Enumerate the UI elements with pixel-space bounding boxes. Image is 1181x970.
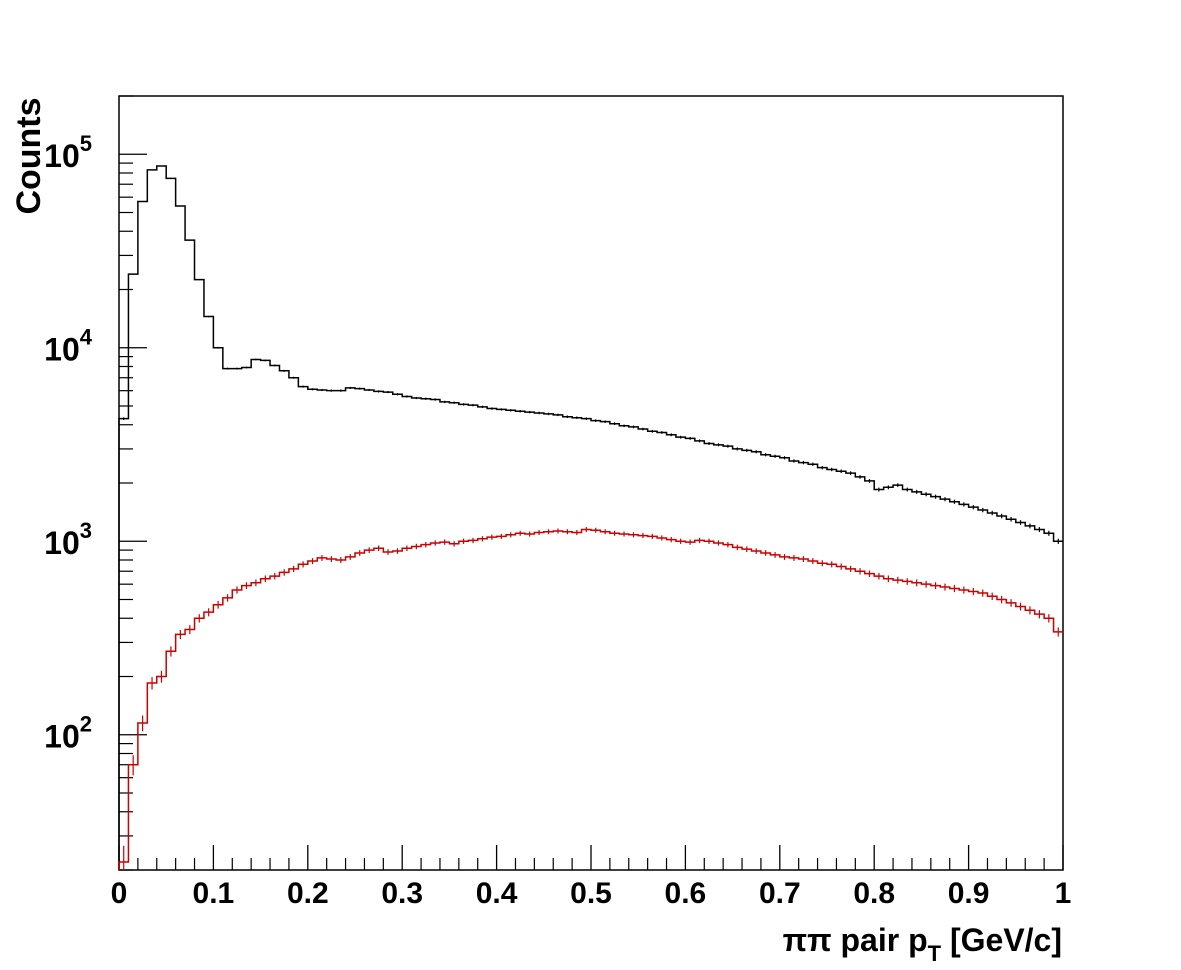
x-tick-label: 0.8 — [853, 877, 895, 910]
x-tick-label: 1 — [1055, 877, 1072, 910]
x-tick-label: 0 — [111, 877, 128, 910]
y-tick-base: 10 — [44, 525, 80, 561]
x-tick-label: 0.1 — [193, 877, 235, 910]
y-tick-exponent: 5 — [80, 131, 92, 156]
axis-ticks — [118, 95, 1064, 871]
x-axis-title: ππ pair pT [GeV/c] — [783, 922, 1062, 966]
x-axis-title-suffix: [GeV/c] — [941, 922, 1062, 958]
plot-frame — [118, 95, 1064, 871]
y-tick-label: 102 — [44, 712, 92, 755]
axis-labels: 0 0.1 0.2 0.3 0.4 0.5 0.6 0.7 0.8 0.9 110210310410… — [44, 131, 1071, 910]
x-tick-label: 0.7 — [759, 877, 801, 910]
x-tick-label: 0.5 — [570, 877, 612, 910]
y-tick-exponent: 3 — [80, 518, 92, 543]
x-tick-label: 0.3 — [381, 877, 423, 910]
x-tick-label: 0.2 — [287, 877, 329, 910]
x-tick-label: 0.6 — [665, 877, 707, 910]
y-tick-base: 10 — [44, 332, 80, 368]
y-axis-title: Counts — [10, 97, 48, 214]
x-axis-title-subscript: T — [928, 941, 942, 966]
series-2-step-line — [118, 528, 1063, 870]
y-tick-base: 10 — [44, 719, 80, 755]
x-tick-label: 0.9 — [948, 877, 990, 910]
series-layer — [118, 165, 1063, 870]
y-tick-exponent: 4 — [80, 325, 93, 350]
series-2 — [118, 527, 1063, 870]
y-tick-label: 105 — [44, 131, 92, 174]
x-axis-title-prefix: ππ pair p — [783, 922, 928, 958]
series-1 — [118, 165, 1063, 870]
series-1-step-line — [118, 165, 1063, 870]
y-tick-label: 104 — [44, 325, 93, 368]
x-tick-label: 0.4 — [476, 877, 518, 910]
y-tick-base: 10 — [44, 138, 80, 174]
y-tick-label: 103 — [44, 518, 92, 561]
y-tick-exponent: 2 — [80, 712, 92, 737]
